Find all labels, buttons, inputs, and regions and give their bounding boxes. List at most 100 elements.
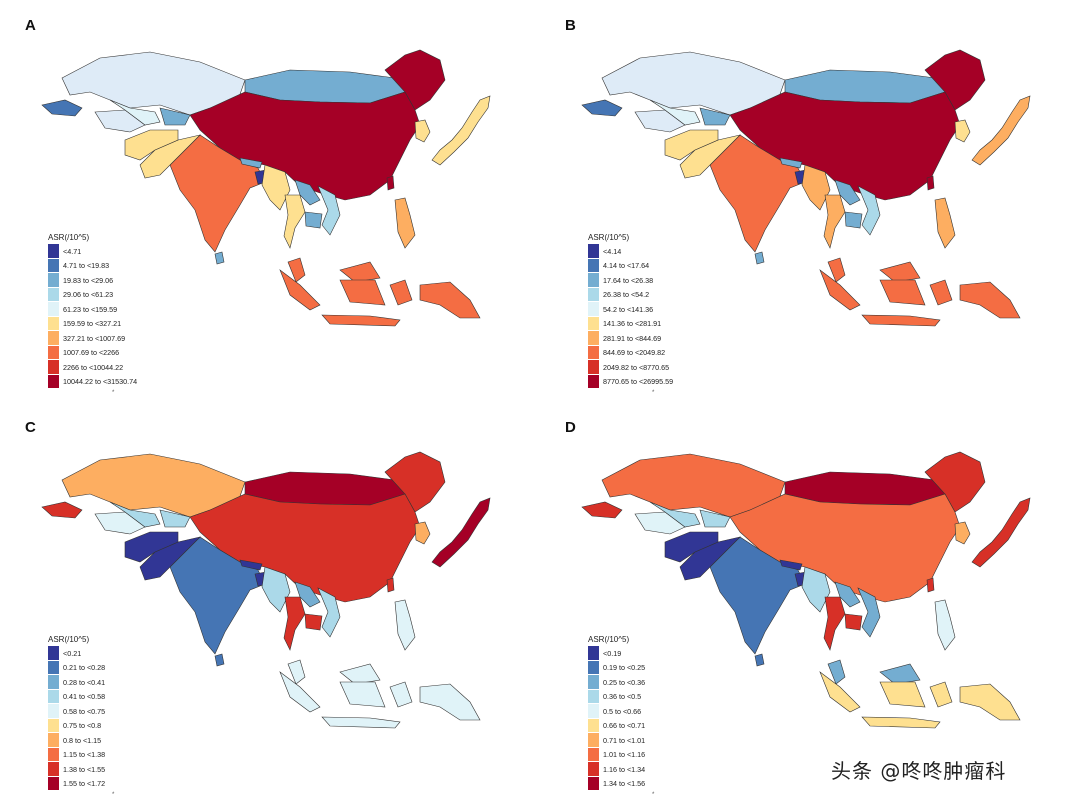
legend-label: 1007.69 to <2266 [63,348,120,358]
legend-label: <0.19 [603,648,622,658]
panel-c: C ASR(/10^5) <0.21 0.21 to <0.28 0.28 to <… [0,402,540,803]
legend-label: 0.71 to <1.01 [603,735,646,745]
region-myanmar [261,164,291,211]
legend-swatch [48,244,59,259]
region-png [959,281,1021,319]
legend-label: 0.25 to <0.36 [603,677,646,687]
legend: ASR(/10^5) <4.14 4.14 to <17.64 17.64 to <… [588,233,673,396]
legend-swatch [48,776,59,791]
region-uzbekistan [109,99,161,126]
region-caucasus [581,501,623,519]
region-png [419,683,481,721]
region-thailand [283,194,306,249]
region-turkmenistan [94,109,146,133]
region-caucasus [581,99,623,117]
legend-item: 19.83 to <29.06 [48,273,137,288]
legend-label: 8770.65 to <26995.59 [603,377,674,387]
region-afghanistan [664,129,719,161]
region-taiwan [386,577,395,593]
legend-item: 26.38 to <54.2 [588,287,673,302]
legend-label: 4.71 to <19.83 [63,261,110,271]
legend-title: ASR(/10^5) [48,233,90,242]
legend-swatch [588,675,599,690]
legend-label: 0.36 to <0.5 [603,692,642,702]
legend-label: 0.8 to <1.15 [63,735,102,745]
region-taiwan [926,175,935,191]
legend-item: 281.91 to <844.69 [588,331,673,346]
legend-item: 2266 to <10044.22 [48,360,137,375]
region-kyrgyz [159,107,191,126]
region-thailand [823,194,846,249]
region-korea [954,119,971,143]
legend-mark: * [652,390,655,396]
legend-item: 1.16 to <1.34 [588,762,654,777]
watermark: 头条 @咚咚肿瘤科 [831,759,1007,783]
legend-swatch [48,646,59,661]
region-indonesia [819,269,953,327]
legend-label: <4.14 [603,246,622,256]
region-afghanistan [124,531,179,563]
legend-label: 0.21 to <0.28 [63,663,106,673]
region-turkmenistan [94,511,146,535]
region-srilanka [214,251,225,265]
region-cambodia [304,613,323,631]
legend-swatch [588,345,599,360]
panel-a: A ASR(/10^5) <4.71 4.71 to <19.83 19.83 to… [0,0,540,401]
legend-item: 0.71 to <1.01 [588,733,654,748]
region-thailand [823,596,846,651]
legend-swatch [588,302,599,317]
region-vietnam [317,587,341,638]
legend-swatch [588,776,599,791]
legend-mark: * [112,792,115,798]
legend-label: 0.66 to <0.71 [603,721,646,731]
region-uzbekistan [649,99,701,126]
legend-item: 1.34 to <1.56 [588,776,654,791]
region-laos [294,581,321,608]
legend-swatch [48,374,59,389]
region-turkmenistan [634,109,686,133]
panel-label: D [565,419,576,436]
legend-label: 17.64 to <26.38 [603,275,654,285]
legend-item: 8770.65 to <26995.59 [588,374,674,389]
legend-item: <0.21 [48,646,114,661]
legend-swatch [588,287,599,302]
legend-swatch [48,704,59,719]
legend-label: 327.21 to <1007.69 [63,333,126,343]
panel-label: B [565,17,576,34]
legend-swatch [588,646,599,661]
panel-b: B ASR(/10^5) <4.14 4.14 to <17.64 17.64 to… [540,0,1080,401]
legend-swatch [588,244,599,259]
legend-item: 0.75 to <0.8 [48,718,114,733]
legend-swatch [588,718,599,733]
legend-item: <0.19 [588,646,654,661]
legend-label: 0.75 to <0.8 [63,721,102,731]
legend-label: 0.19 to <0.25 [603,663,646,673]
region-korea [414,521,431,545]
legend-swatch [588,762,599,777]
legend-swatch [48,660,59,675]
panel-label: A [25,17,36,34]
region-cambodia [844,613,863,631]
region-malaysia [827,257,921,283]
legend-mark: * [652,792,655,798]
legend-label: 1.01 to <1.16 [603,750,646,760]
legend-item: 1.15 to <1.38 [48,747,114,762]
legend-item: 141.36 to <281.91 [588,316,673,331]
legend-swatch [48,258,59,273]
legend-swatch [48,316,59,331]
region-philippines [394,197,416,249]
legend-label: 1.34 to <1.56 [603,779,646,789]
legend-label: 1.38 to <1.55 [63,764,106,774]
legend-item: 0.5 to <0.66 [588,704,654,719]
legend-item: 0.41 to <0.58 [48,689,114,704]
legend-item: 844.69 to <2049.82 [588,345,673,360]
region-myanmar [801,164,831,211]
legend-item: 0.58 to <0.75 [48,704,114,719]
region-cambodia [304,211,323,229]
legend-item: 327.21 to <1007.69 [48,331,137,346]
legend-title: ASR(/10^5) [48,635,90,644]
region-png [959,683,1021,721]
legend-item: 1007.69 to <2266 [48,345,137,360]
region-nepal [239,157,263,169]
region-vietnam [317,185,341,236]
